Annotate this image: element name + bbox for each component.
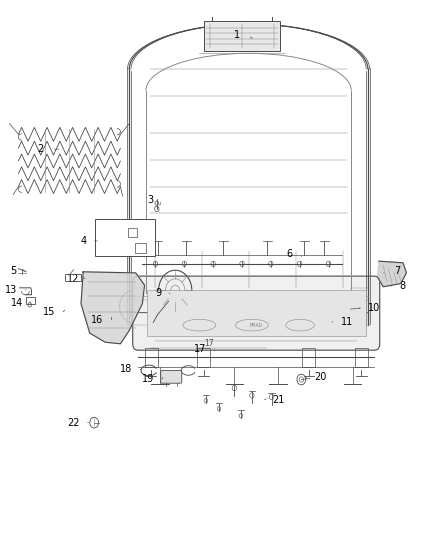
Text: 17: 17 xyxy=(194,344,206,354)
Text: 19: 19 xyxy=(142,374,154,384)
Bar xyxy=(128,228,137,237)
Text: 20: 20 xyxy=(314,373,327,382)
Text: 7: 7 xyxy=(394,266,400,276)
Text: MRAD: MRAD xyxy=(250,322,263,328)
Text: 3: 3 xyxy=(147,195,153,205)
Text: 17: 17 xyxy=(205,338,214,348)
Bar xyxy=(65,274,81,281)
FancyBboxPatch shape xyxy=(133,276,380,350)
Bar xyxy=(355,348,368,367)
Bar xyxy=(135,243,146,253)
Bar xyxy=(302,348,315,367)
Polygon shape xyxy=(81,272,145,344)
Text: 5: 5 xyxy=(11,266,17,276)
Bar xyxy=(95,219,155,256)
Polygon shape xyxy=(378,261,406,287)
Text: 18: 18 xyxy=(120,365,132,374)
Bar xyxy=(145,348,158,367)
Text: 22: 22 xyxy=(67,418,80,427)
Text: 6: 6 xyxy=(286,249,293,259)
FancyBboxPatch shape xyxy=(161,370,182,383)
Text: 9: 9 xyxy=(155,288,161,298)
Text: 16: 16 xyxy=(91,315,103,325)
Text: 2: 2 xyxy=(38,144,44,154)
Text: 10: 10 xyxy=(368,303,380,313)
Text: 4: 4 xyxy=(81,236,87,246)
Text: 21: 21 xyxy=(272,395,285,405)
Bar xyxy=(204,21,280,51)
Text: 11: 11 xyxy=(341,317,353,327)
Bar xyxy=(197,348,210,367)
Bar xyxy=(26,297,35,304)
Text: 1: 1 xyxy=(234,30,240,40)
Text: 12: 12 xyxy=(67,274,80,284)
Text: 8: 8 xyxy=(399,281,406,291)
Bar xyxy=(147,290,366,336)
Text: 15: 15 xyxy=(43,307,55,317)
Text: 13: 13 xyxy=(5,285,18,295)
Text: 14: 14 xyxy=(11,298,23,308)
